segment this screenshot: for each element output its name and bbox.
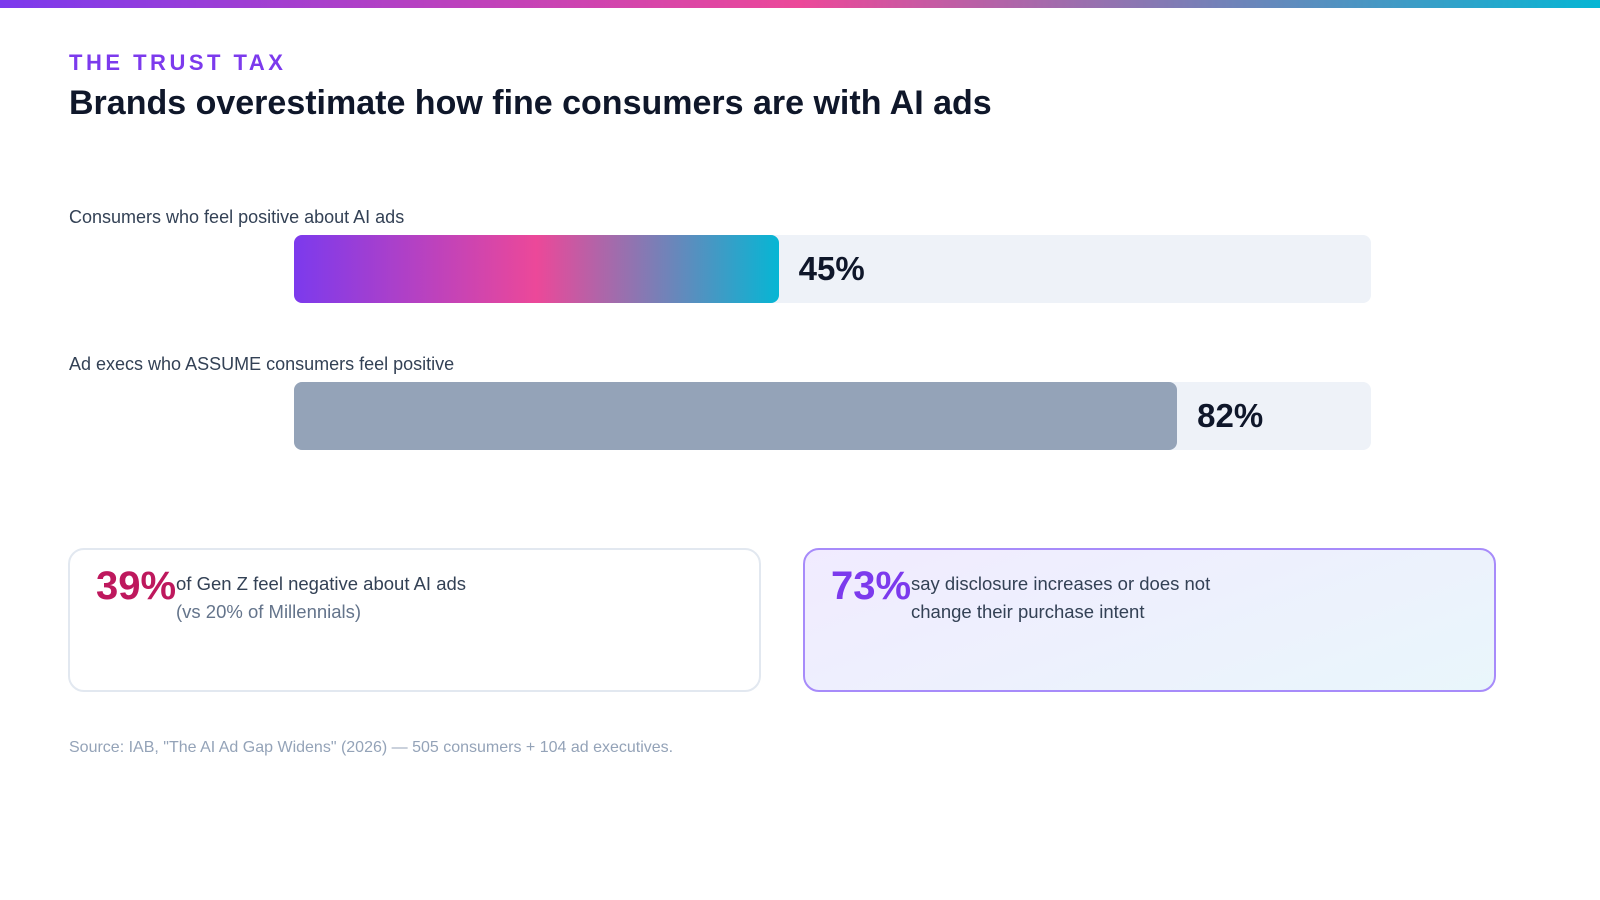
callout-card: 39% of Gen Z feel negative about AI ads … <box>68 548 761 692</box>
kicker: THE TRUST TAX <box>69 50 287 75</box>
callout-note: (vs 20% of Millennials) <box>176 601 362 622</box>
callout-value: 73% <box>831 564 912 608</box>
callout-value: 39% <box>96 564 177 608</box>
bar <box>294 382 1178 450</box>
source: Source: IAB, "The AI Ad Gap Widens" (202… <box>69 739 674 756</box>
value-label: 82% <box>1197 397 1264 434</box>
callout-text: of Gen Z feel negative about AI ads (vs … <box>176 570 596 626</box>
chart-title: Brands overestimate how fine consumers a… <box>69 84 992 122</box>
category-label: Ad execs who ASSUME consumers feel posit… <box>69 354 455 374</box>
bar <box>294 235 779 303</box>
category-label: Consumers who feel positive about AI ads <box>69 207 405 227</box>
top-stripe <box>0 0 1600 8</box>
callout-card: 73% say disclosure increases or does not… <box>803 548 1496 692</box>
value-label: 45% <box>798 250 865 287</box>
callout-main: of Gen Z feel negative about AI ads <box>176 573 467 594</box>
callout-main: say disclosure increases or does not cha… <box>911 573 1211 622</box>
